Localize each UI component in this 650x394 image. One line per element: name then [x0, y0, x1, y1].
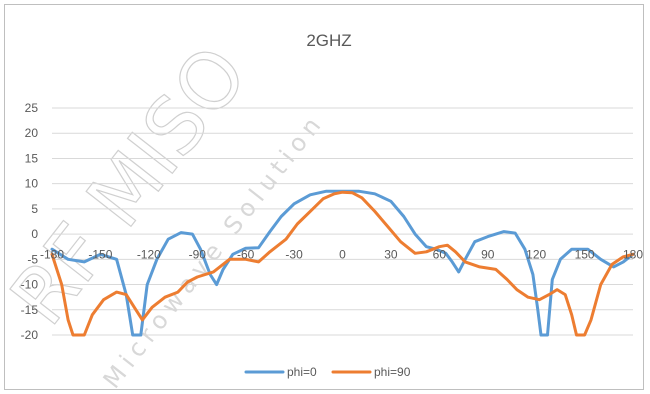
y-tick-label: -5 — [27, 252, 38, 266]
y-tick-label: 25 — [25, 101, 39, 115]
chart-title: 2GHZ — [306, 31, 351, 50]
legend-label: phi=0 — [287, 365, 317, 379]
x-tick-label: 180 — [623, 247, 643, 261]
y-tick-label: -15 — [21, 303, 39, 317]
x-tick-label: -120 — [137, 247, 161, 261]
series-line-phi-90 — [50, 190, 635, 337]
x-tick-label: 150 — [575, 247, 595, 261]
series-line-phi-0 — [50, 189, 635, 337]
line-chart: RF MISO Microwave Solution 2GHZ 25201510… — [5, 30, 643, 389]
y-tick-label: 0 — [31, 227, 38, 241]
legend: phi=0 phi=90 — [244, 365, 411, 379]
x-tick-label: 120 — [526, 247, 546, 261]
watermark-main-text: RF MISO — [5, 30, 265, 342]
x-tick-label: 0 — [339, 247, 346, 261]
x-tick-label: -60 — [237, 247, 255, 261]
series — [50, 189, 635, 337]
grid-lines — [52, 107, 633, 336]
legend-label: phi=90 — [374, 365, 411, 379]
x-axis-labels: -180 -150 -120 -90 -60 -30 0 30 60 90 120 150 180 — [40, 247, 643, 261]
y-tick-label: 5 — [31, 202, 38, 216]
x-tick-label: -90 — [189, 247, 207, 261]
x-tick-label: -180 — [40, 247, 64, 261]
y-tick-label: -10 — [21, 278, 39, 292]
x-tick-label: 60 — [433, 247, 447, 261]
y-tick-label: 20 — [25, 126, 39, 140]
x-tick-label: -150 — [88, 247, 112, 261]
y-tick-label: 15 — [25, 151, 39, 165]
x-tick-label: 90 — [481, 247, 495, 261]
x-tick-label: 30 — [384, 247, 398, 261]
y-tick-label: -20 — [21, 328, 39, 342]
y-axis-labels: 25 20 15 10 5 0 -5 -10 -15 -20 — [21, 101, 39, 342]
y-tick-label: 10 — [25, 177, 39, 191]
chart-frame: RF MISO Microwave Solution 2GHZ 25 20 15 10… — [4, 4, 644, 390]
x-tick-label: -30 — [285, 247, 303, 261]
